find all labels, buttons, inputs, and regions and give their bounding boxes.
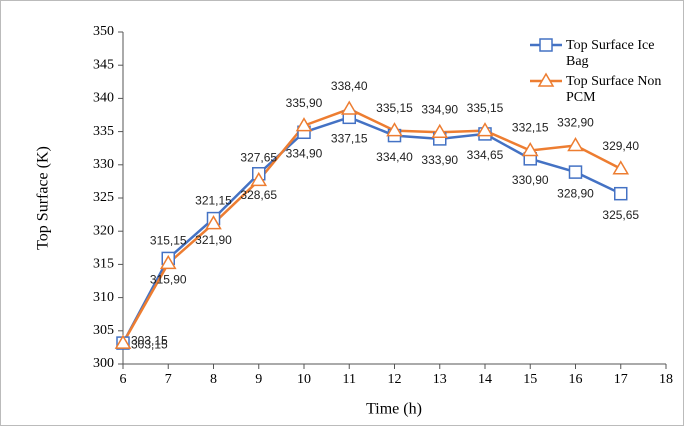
- data-label: 334,65: [467, 148, 504, 162]
- x-tick-label: 13: [433, 372, 447, 387]
- data-label: 334,40: [376, 150, 413, 164]
- marker: [159, 254, 177, 270]
- data-label: 335,15: [376, 101, 413, 115]
- data-label: 321,90: [195, 233, 232, 247]
- data-label: 315,15: [150, 234, 187, 248]
- x-tick-label: 10: [297, 372, 311, 387]
- x-tick-label: 12: [388, 372, 402, 387]
- marker: [295, 117, 313, 132]
- data-label: 327,65: [240, 151, 277, 165]
- x-axis-title: Time (h): [366, 401, 422, 418]
- data-label: 329,40: [602, 139, 639, 153]
- data-label: 330,90: [512, 173, 549, 187]
- data-label: 338,40: [331, 79, 368, 93]
- data-label: 334,90: [421, 102, 458, 116]
- data-label: 335,90: [286, 96, 323, 110]
- data-label: 315,90: [150, 273, 187, 287]
- marker: [431, 123, 449, 139]
- marker: [205, 215, 222, 230]
- marker: [250, 171, 268, 187]
- marker: [386, 122, 403, 137]
- x-tick-label: 16: [569, 372, 583, 387]
- marker: [521, 142, 539, 157]
- marker: [114, 334, 132, 349]
- y-tick-label: 345: [93, 57, 114, 72]
- x-tick-label: 15: [523, 372, 537, 387]
- y-tick-label: 320: [93, 223, 114, 238]
- data-label: 332,90: [557, 116, 594, 130]
- marker: [476, 122, 494, 137]
- y-tick-label: 310: [93, 290, 114, 305]
- y-tick-label: 325: [93, 190, 114, 205]
- marker: [568, 165, 583, 179]
- x-tick-label: 18: [659, 372, 673, 387]
- legend-marker: [539, 38, 553, 52]
- series-line: [121, 107, 622, 344]
- x-tick-label: 8: [210, 372, 217, 387]
- data-label: 334,90: [286, 146, 323, 160]
- marker: [567, 137, 584, 152]
- y-tick-label: 300: [93, 356, 114, 371]
- legend-marker: [537, 72, 555, 87]
- x-tick-label: 9: [255, 372, 262, 387]
- x-tick-label: 7: [165, 372, 172, 387]
- marker: [340, 100, 358, 115]
- data-label: 332,15: [512, 121, 549, 135]
- x-tick-label: 6: [120, 372, 127, 387]
- data-label: 328,65: [240, 188, 277, 202]
- data-label: 328,90: [557, 186, 594, 200]
- y-tick-label: 315: [93, 257, 114, 272]
- y-tick-label: 340: [93, 91, 114, 106]
- data-label: 333,90: [421, 153, 458, 167]
- series-line: [121, 115, 622, 344]
- y-tick-label: 335: [93, 124, 114, 139]
- data-label: 337,15: [331, 131, 368, 145]
- y-tick-label: 330: [93, 157, 114, 172]
- data-label: 303,15: [131, 333, 168, 347]
- legend-label: Top Surface Non PCM: [566, 74, 662, 105]
- x-tick-label: 11: [343, 372, 356, 387]
- x-tick-label: 17: [614, 372, 628, 387]
- data-label: 303,15: [131, 337, 168, 351]
- x-tick-label: 14: [478, 372, 492, 387]
- marker: [612, 160, 630, 175]
- legend-label: Top Surface Ice Bag: [566, 38, 655, 69]
- y-tick-label: 305: [93, 323, 114, 338]
- data-label: 335,15: [467, 101, 504, 115]
- marker: [614, 186, 628, 201]
- y-axis-title: Top Surface (K): [35, 146, 52, 250]
- data-label: 321,15: [195, 194, 232, 208]
- y-tick-label: 350: [93, 24, 114, 39]
- data-label: 325,65: [602, 208, 639, 222]
